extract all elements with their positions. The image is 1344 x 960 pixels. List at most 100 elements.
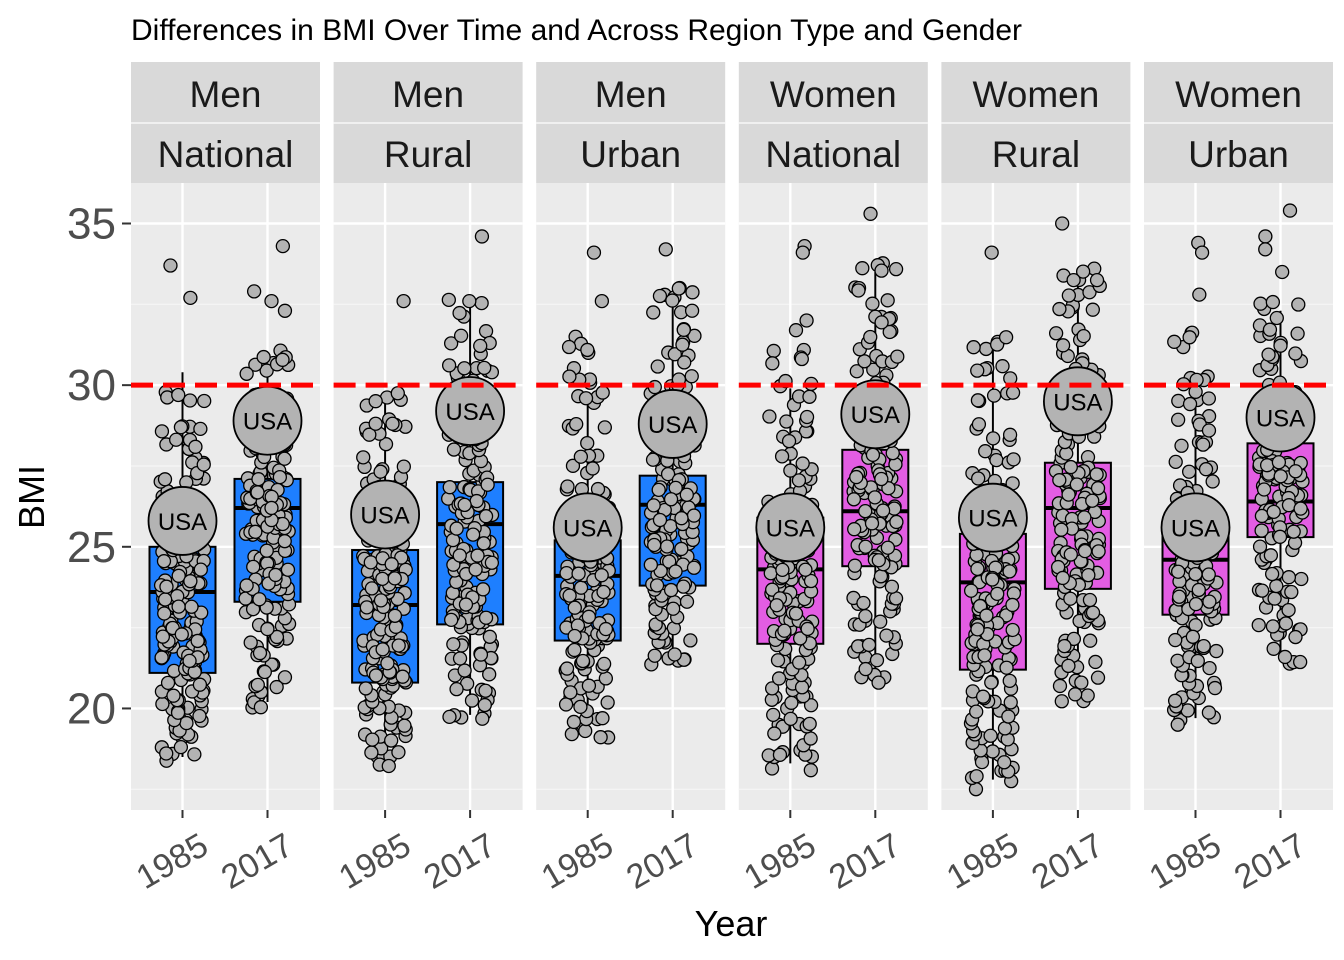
data-point: [997, 721, 1013, 736]
data-point: [251, 472, 266, 487]
usa-label: USA: [968, 506, 1017, 533]
data-point: [452, 305, 467, 321]
data-point: [469, 493, 484, 509]
data-point: [573, 449, 589, 464]
data-point: [762, 409, 777, 424]
data-point: [155, 629, 171, 644]
usa-label: USA: [360, 502, 409, 529]
data-point: [1054, 694, 1069, 709]
usa-marker: [958, 482, 1028, 553]
data-point: [1281, 602, 1296, 618]
data-point: [1273, 469, 1288, 484]
data-point: [865, 296, 880, 311]
data-point: [767, 726, 782, 741]
facet-panel-men-national: Men National USA 1985 USA 2017: [130, 62, 320, 897]
data-point: [858, 504, 873, 519]
data-point: [473, 647, 489, 662]
data-point: [1052, 301, 1067, 317]
outlier-point: [474, 229, 490, 244]
data-point: [791, 473, 807, 488]
data-point: [652, 512, 668, 528]
data-point: [558, 697, 574, 712]
data-point: [800, 621, 815, 637]
data-point: [775, 562, 790, 578]
data-point: [861, 637, 877, 652]
data-point: [985, 431, 1001, 446]
data-point: [1068, 687, 1083, 702]
data-point: [1075, 264, 1091, 279]
x-tick-label: 2017: [620, 826, 705, 897]
data-point: [999, 660, 1014, 675]
x-tick-label: 2017: [418, 826, 503, 897]
data-point: [875, 503, 891, 518]
data-point: [675, 337, 690, 352]
data-point: [1002, 427, 1018, 442]
data-point: [442, 709, 457, 725]
data-point: [975, 689, 991, 704]
data-point: [1054, 522, 1069, 537]
data-point: [387, 571, 402, 586]
data-point: [1063, 591, 1078, 606]
data-point: [159, 579, 174, 594]
data-point: [597, 420, 612, 435]
usa-marker: [755, 492, 826, 563]
data-point: [774, 449, 790, 464]
data-point: [1201, 423, 1217, 438]
outlier-point: [586, 245, 602, 260]
chart-title: Differences in BMI Over Time and Across …: [131, 14, 1022, 47]
strip-label-gender: Women: [972, 74, 1099, 115]
data-point: [763, 566, 778, 581]
data-point: [795, 456, 810, 471]
outlier-point: [264, 293, 279, 309]
data-point: [183, 574, 198, 589]
data-point: [391, 638, 406, 653]
data-point: [561, 339, 577, 355]
facet-panel-men-urban: Men Urban USA 1985 USA 2017: [535, 62, 726, 897]
data-point: [441, 292, 456, 308]
data-point: [1061, 487, 1076, 502]
data-point: [359, 600, 374, 615]
data-point: [252, 592, 267, 607]
data-point: [879, 628, 894, 643]
data-point: [1085, 493, 1100, 508]
data-point: [1202, 594, 1217, 609]
data-point: [1082, 285, 1097, 300]
data-point: [1168, 632, 1183, 648]
data-point: [646, 498, 661, 513]
data-point: [269, 629, 285, 645]
data-point: [646, 305, 661, 320]
data-point: [963, 583, 979, 598]
data-point: [385, 416, 400, 431]
data-point: [453, 328, 469, 343]
usa-marker: [1043, 366, 1113, 437]
usa-marker: [637, 389, 708, 459]
data-point: [1251, 617, 1266, 633]
data-point: [171, 387, 186, 403]
data-point: [1048, 326, 1064, 341]
data-point: [771, 671, 787, 686]
data-point: [998, 330, 1014, 345]
data-point: [378, 437, 394, 452]
y-tick-label: 30: [67, 361, 116, 410]
data-point: [1281, 498, 1297, 513]
facet-panel-men-rural: Men Rural USA 1985 USA 2017: [333, 62, 523, 897]
data-point: [1171, 393, 1186, 409]
data-point: [160, 675, 176, 691]
usa-label: USA: [766, 515, 815, 542]
data-point: [1061, 288, 1076, 303]
data-point: [788, 606, 804, 621]
data-point: [1080, 688, 1095, 703]
data-point: [871, 553, 886, 568]
data-point: [1188, 618, 1203, 633]
data-point: [585, 461, 600, 476]
data-point: [562, 369, 577, 384]
x-tick-label: 1985: [535, 826, 620, 897]
data-point: [190, 633, 205, 649]
data-point: [1254, 508, 1270, 524]
data-point: [252, 645, 268, 661]
data-point: [794, 680, 810, 695]
data-point: [457, 663, 472, 678]
data-point: [567, 600, 582, 615]
data-point: [159, 746, 174, 761]
data-point: [1170, 653, 1185, 668]
